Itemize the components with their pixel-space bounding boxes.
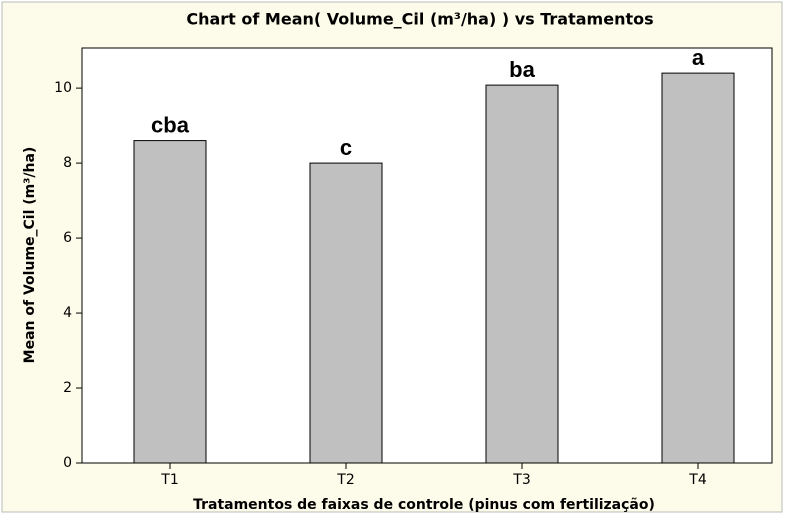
y-tick-label: 2	[63, 380, 72, 396]
bar-annotation: c	[340, 135, 352, 160]
y-tick-label: 0	[63, 455, 72, 471]
x-tick-label: T1	[160, 472, 178, 488]
x-tick-label: T2	[336, 472, 354, 488]
x-tick-label: T3	[512, 472, 530, 488]
bar	[133, 140, 207, 464]
x-tick-label: T4	[688, 472, 707, 488]
bar	[661, 72, 735, 464]
bar	[309, 162, 383, 464]
x-axis-label: Tratamentos de faixas de controle (pinus…	[193, 497, 655, 513]
bar-annotation: a	[692, 45, 705, 70]
bar	[485, 84, 559, 464]
y-tick-label: 4	[63, 305, 72, 321]
bar-annotation: cba	[151, 112, 190, 137]
y-axis-label: Mean of Volume_Cil (m³/ha)	[22, 147, 38, 364]
y-tick-label: 6	[63, 230, 72, 246]
bar-annotation: ba	[509, 57, 535, 82]
chart-title: Chart of Mean( Volume_Cil (m³/ha) ) vs T…	[186, 10, 653, 29]
y-tick-label: 10	[54, 80, 72, 96]
y-tick-label: 8	[63, 155, 72, 171]
